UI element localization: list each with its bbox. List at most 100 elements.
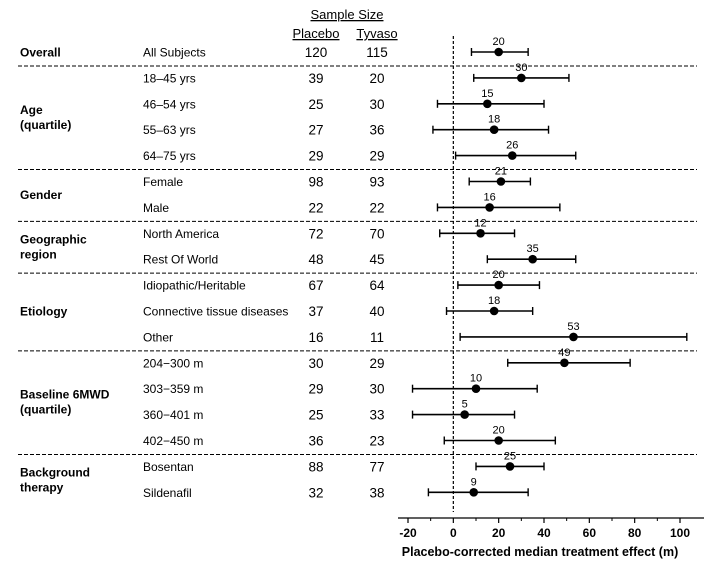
- estimate-point: [505, 462, 515, 471]
- tyvaso-n: 93: [369, 175, 384, 190]
- tyvaso-n: 22: [369, 200, 384, 215]
- subgroup-label: Other: [143, 330, 173, 344]
- tyvaso-n: 30: [369, 382, 384, 397]
- subgroup-label: 46–54 yrs: [143, 97, 196, 111]
- placebo-n: 25: [308, 97, 323, 112]
- placebo-n: 88: [308, 459, 323, 474]
- estimate-point: [469, 488, 479, 497]
- placebo-n: 98: [308, 175, 323, 190]
- estimate-point: [494, 436, 503, 445]
- tyvaso-n: 20: [369, 71, 384, 86]
- estimate-label: 20: [493, 425, 505, 437]
- estimate-label: 15: [481, 88, 493, 100]
- subgroup-label: Sildenafil: [143, 486, 192, 500]
- estimate-point: [485, 203, 494, 212]
- estimate-point: [476, 229, 485, 238]
- tyvaso-n: 23: [369, 434, 384, 449]
- x-axis-label: Placebo-corrected median treatment effec…: [402, 545, 678, 559]
- placebo-n: 72: [308, 226, 323, 241]
- x-tick-label: 0: [450, 526, 457, 540]
- estimate-label: 26: [506, 140, 518, 152]
- group-label: Baseline 6MWD: [20, 388, 110, 402]
- estimate-point: [560, 358, 569, 368]
- placebo-n: 120: [305, 45, 328, 60]
- subgroup-label: Connective tissue diseases: [143, 305, 288, 319]
- placebo-n: 22: [308, 200, 323, 215]
- placebo-n: 39: [308, 71, 323, 86]
- placebo-header: Placebo: [293, 26, 340, 41]
- subgroup-label: 64–75 yrs: [143, 149, 196, 163]
- placebo-n: 29: [308, 382, 323, 397]
- tyvaso-n: 36: [369, 123, 384, 138]
- estimate-point: [489, 306, 499, 316]
- estimate-point: [489, 125, 499, 134]
- subgroup-label: Male: [143, 201, 169, 215]
- x-tick-label: 100: [670, 526, 690, 540]
- subgroup-label: North America: [143, 227, 219, 241]
- estimate-point: [471, 384, 481, 394]
- estimate-point: [460, 410, 469, 419]
- tyvaso-n: 29: [369, 356, 384, 371]
- subgroup-label: 360−401 m: [143, 408, 203, 422]
- estimate-label: 20: [493, 269, 505, 281]
- estimate-label: 53: [567, 321, 579, 333]
- estimate-label: 35: [527, 243, 539, 255]
- estimate-label: 18: [488, 114, 500, 126]
- x-tick-label: -20: [399, 526, 417, 540]
- estimate-point: [507, 151, 517, 160]
- group-label: Geographic: [20, 232, 87, 246]
- subgroup-label: 402−450 m: [143, 434, 203, 448]
- subgroup-label: Idiopathic/Heritable: [143, 279, 246, 293]
- placebo-n: 30: [308, 356, 323, 371]
- tyvaso-n: 64: [369, 278, 385, 293]
- placebo-n: 32: [308, 485, 323, 500]
- tyvaso-n: 33: [369, 408, 384, 423]
- x-tick-label: 80: [628, 526, 642, 540]
- group-label: Overall: [20, 46, 61, 60]
- group-label: Gender: [20, 188, 62, 202]
- subgroup-label: Female: [143, 175, 183, 189]
- estimate-label: 20: [493, 36, 505, 48]
- subgroup-label: 18–45 yrs: [143, 71, 196, 85]
- estimate-point: [494, 280, 503, 290]
- estimate-point: [517, 73, 526, 83]
- placebo-n: 25: [308, 408, 323, 423]
- estimate-point: [483, 99, 492, 109]
- placebo-n: 29: [308, 149, 323, 164]
- group-label: therapy: [20, 480, 64, 494]
- group-label: Background: [20, 465, 90, 479]
- tyvaso-n: 29: [369, 149, 384, 164]
- x-axis: -20 0 20 40 60 80 100: [398, 517, 704, 540]
- subgroup-label: 204−300 m: [143, 356, 203, 370]
- placebo-n: 16: [308, 330, 323, 345]
- group-label: (quartile): [20, 403, 71, 417]
- estimate-label: 25: [504, 450, 516, 462]
- estimate-label: 21: [495, 166, 507, 178]
- x-tick-label: 40: [537, 526, 551, 540]
- estimate-label: 16: [483, 191, 495, 203]
- sample-size-header: Sample Size: [311, 7, 384, 22]
- tyvaso-n: 40: [369, 304, 384, 319]
- tyvaso-n: 38: [369, 485, 384, 500]
- estimate-label: 49: [558, 347, 570, 359]
- tyvaso-n: 45: [369, 252, 384, 267]
- subgroup-label: Rest Of World: [143, 253, 218, 267]
- group-label: Etiology: [20, 305, 68, 319]
- estimate-point: [528, 254, 537, 264]
- estimate-label: 30: [515, 62, 527, 74]
- placebo-n: 67: [308, 278, 323, 293]
- placebo-n: 37: [308, 304, 323, 319]
- tyvaso-n: 70: [369, 226, 384, 241]
- placebo-n: 36: [308, 434, 323, 449]
- estimate-label: 9: [471, 476, 477, 488]
- estimate-label: 12: [474, 217, 486, 229]
- group-label: Age: [20, 103, 43, 117]
- subgroup-label: 55–63 yrs: [143, 123, 196, 137]
- subgroup-label: Bosentan: [143, 460, 194, 474]
- estimate-point: [494, 47, 503, 57]
- tyvaso-n: 30: [369, 97, 384, 112]
- placebo-n: 27: [308, 123, 323, 138]
- placebo-n: 48: [308, 252, 323, 267]
- estimate-point: [496, 177, 506, 186]
